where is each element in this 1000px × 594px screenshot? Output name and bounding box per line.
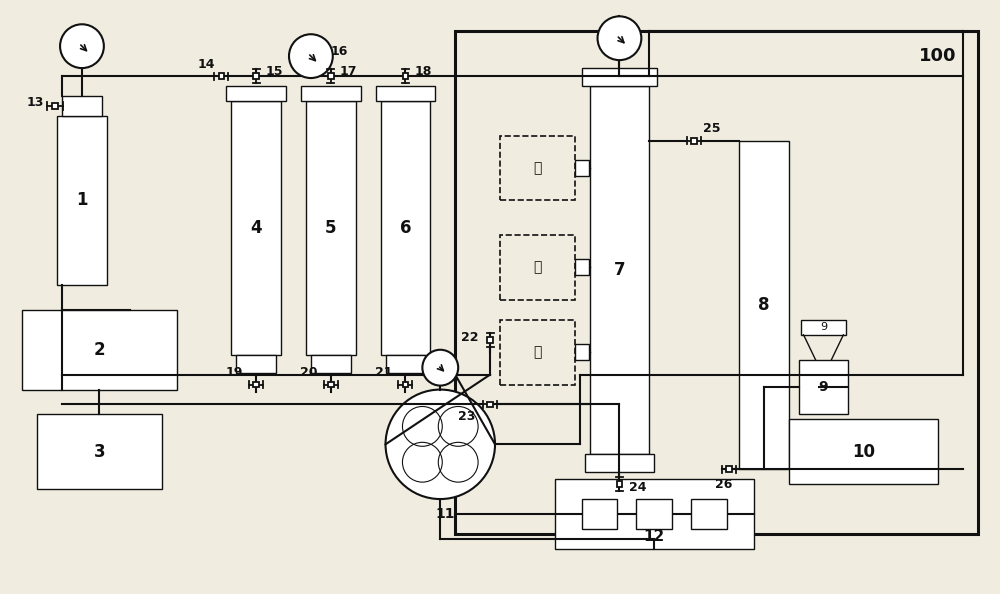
Text: 上: 上 xyxy=(533,161,542,175)
Text: 14: 14 xyxy=(198,58,215,71)
Text: 8: 8 xyxy=(758,296,770,314)
Bar xyxy=(236,355,276,372)
Circle shape xyxy=(386,390,495,499)
Bar xyxy=(582,499,617,529)
Bar xyxy=(403,73,408,79)
Bar xyxy=(301,86,361,101)
Bar xyxy=(57,116,107,285)
Text: 中: 中 xyxy=(533,261,542,274)
Bar xyxy=(500,136,575,200)
Text: 23: 23 xyxy=(458,410,476,423)
Text: 13: 13 xyxy=(26,96,44,109)
Bar xyxy=(306,101,356,355)
Text: 12: 12 xyxy=(644,529,665,544)
Bar xyxy=(500,235,575,300)
Bar xyxy=(801,320,846,335)
Text: 11: 11 xyxy=(436,507,455,521)
Bar xyxy=(376,86,435,101)
Text: 25: 25 xyxy=(703,122,721,135)
Text: 4: 4 xyxy=(250,219,262,237)
Bar xyxy=(585,454,654,472)
Text: 9: 9 xyxy=(819,380,828,394)
Bar xyxy=(590,86,649,454)
Bar xyxy=(575,344,589,360)
Bar xyxy=(555,479,754,549)
Circle shape xyxy=(289,34,333,78)
Bar xyxy=(617,481,622,487)
Circle shape xyxy=(422,350,458,386)
Text: 16: 16 xyxy=(330,45,347,58)
Text: 100: 100 xyxy=(919,47,957,65)
Text: 19: 19 xyxy=(226,366,243,379)
Text: 17: 17 xyxy=(340,65,357,78)
Bar xyxy=(691,499,727,529)
Text: 24: 24 xyxy=(629,481,646,494)
Text: 26: 26 xyxy=(715,478,733,491)
Bar xyxy=(739,141,789,469)
Bar xyxy=(231,101,281,355)
Bar xyxy=(789,419,938,484)
Bar xyxy=(22,310,177,390)
Text: 20: 20 xyxy=(300,366,318,379)
Text: 10: 10 xyxy=(852,443,875,461)
Bar xyxy=(799,360,848,415)
Text: 22: 22 xyxy=(461,331,479,345)
Text: 9: 9 xyxy=(820,322,827,332)
Bar xyxy=(52,103,58,109)
Bar xyxy=(253,73,259,79)
Bar xyxy=(328,382,334,387)
Text: 2: 2 xyxy=(94,341,105,359)
Bar xyxy=(636,499,672,529)
Bar xyxy=(691,138,697,144)
Bar xyxy=(219,73,224,79)
Bar xyxy=(500,320,575,384)
Bar xyxy=(311,355,351,372)
Text: 3: 3 xyxy=(94,443,105,461)
Text: 7: 7 xyxy=(614,261,625,279)
Bar xyxy=(487,402,493,407)
Bar xyxy=(226,86,286,101)
Bar xyxy=(328,73,334,79)
Bar xyxy=(455,31,978,534)
Bar xyxy=(575,259,589,275)
Bar xyxy=(37,415,162,489)
Text: 5: 5 xyxy=(325,219,337,237)
Circle shape xyxy=(598,16,641,60)
Bar xyxy=(726,466,732,472)
Circle shape xyxy=(60,24,104,68)
Text: 1: 1 xyxy=(76,191,88,210)
Bar xyxy=(253,382,259,387)
Text: 6: 6 xyxy=(400,219,411,237)
Text: 15: 15 xyxy=(265,65,283,78)
Bar xyxy=(575,160,589,176)
Bar xyxy=(487,337,493,343)
Bar xyxy=(582,68,657,86)
Bar xyxy=(403,382,408,387)
Text: 18: 18 xyxy=(415,65,432,78)
Text: 21: 21 xyxy=(375,366,392,379)
Bar xyxy=(381,101,430,355)
Text: 下: 下 xyxy=(533,345,542,359)
Bar xyxy=(62,96,102,116)
Bar xyxy=(386,355,425,372)
